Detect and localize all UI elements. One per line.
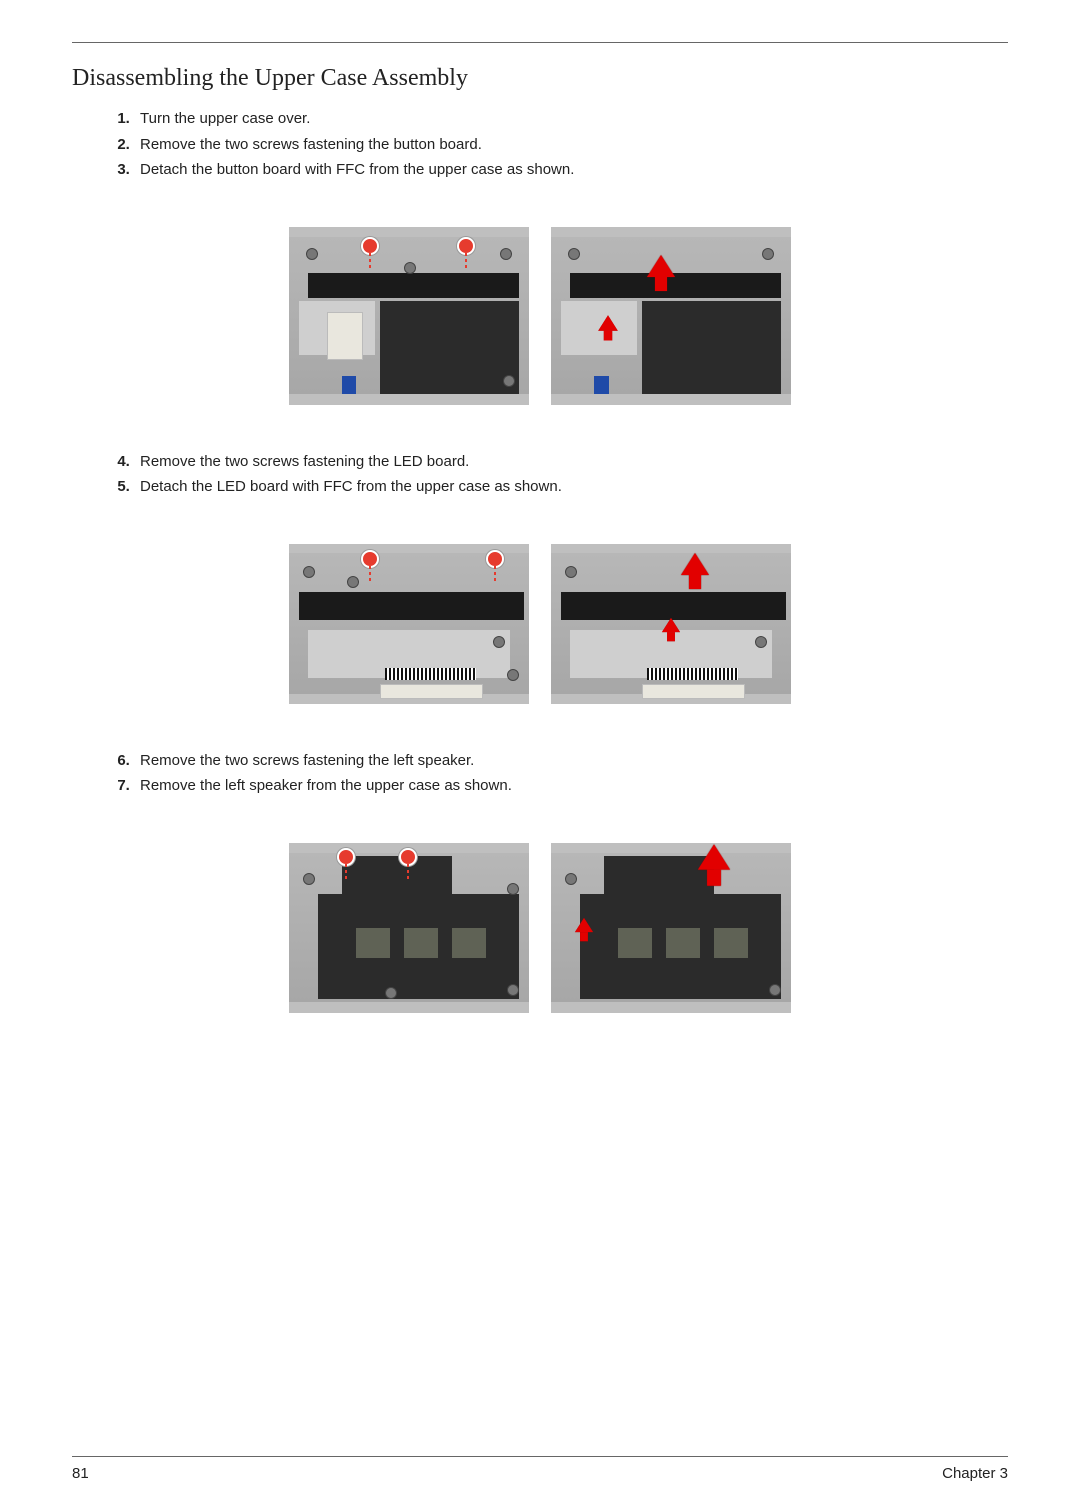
step-list-1: Turn the upper case over. Remove the two…	[108, 106, 1008, 183]
figure-led-board-screws	[289, 544, 529, 704]
screw-marker-icon	[361, 550, 379, 568]
step: Remove the two screws fastening the LED …	[134, 449, 1008, 475]
figure-row-button-board	[72, 227, 1008, 405]
figure-led-board-remove	[551, 544, 791, 704]
arrow-up-icon	[661, 618, 679, 632]
figure-speaker-remove	[551, 843, 791, 1013]
figure-button-board-screws	[289, 227, 529, 405]
page-number: 81	[72, 1465, 89, 1482]
arrow-up-icon	[598, 315, 618, 330]
step: Remove the left speaker from the upper c…	[134, 773, 1008, 799]
screw-marker-icon	[486, 550, 504, 568]
step: Detach the LED board with FFC from the u…	[134, 474, 1008, 500]
step-list-3: Remove the two screws fastening the left…	[108, 748, 1008, 799]
screw-marker-icon	[337, 848, 355, 866]
arrow-up-icon	[681, 553, 709, 575]
figure-row-left-speaker	[72, 843, 1008, 1013]
step: Turn the upper case over.	[134, 106, 1008, 132]
step: Remove the two screws fastening the butt…	[134, 132, 1008, 158]
figure-row-led-board	[72, 544, 1008, 704]
step: Remove the two screws fastening the left…	[134, 748, 1008, 774]
screw-marker-icon	[399, 848, 417, 866]
figure-button-board-remove	[551, 227, 791, 405]
arrow-up-icon	[575, 918, 593, 932]
top-rule	[72, 42, 1008, 43]
chapter-label: Chapter 3	[942, 1465, 1008, 1482]
step: Detach the button board with FFC from th…	[134, 157, 1008, 183]
step-list-2: Remove the two screws fastening the LED …	[108, 449, 1008, 500]
arrow-up-icon	[647, 255, 675, 277]
figure-speaker-screws	[289, 843, 529, 1013]
page-footer: 81 Chapter 3	[72, 1446, 1008, 1482]
arrow-up-icon	[698, 844, 730, 869]
document-page: Disassembling the Upper Case Assembly Tu…	[0, 0, 1080, 1512]
section-title: Disassembling the Upper Case Assembly	[72, 65, 1008, 92]
